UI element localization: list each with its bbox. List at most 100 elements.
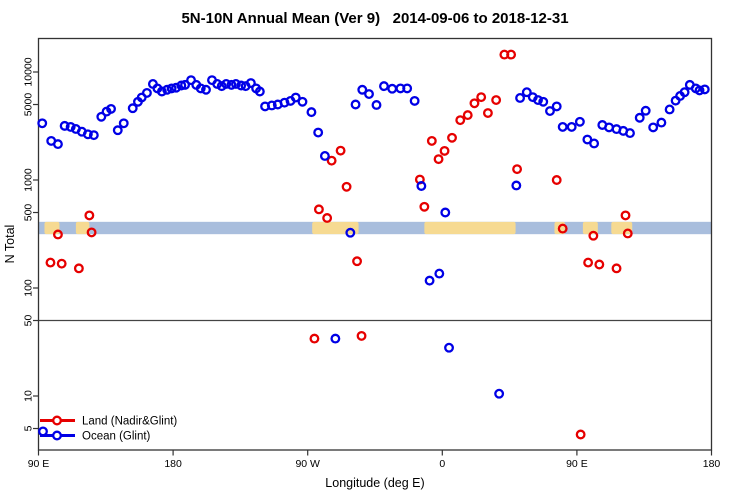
y-tick-label: 5000 [23, 93, 35, 117]
plot-frame [37, 37, 713, 451]
x-tick-label: 180 [164, 458, 182, 470]
ocean-data-point [106, 103, 116, 114]
land-data-point [52, 229, 63, 240]
ocean-data-point [557, 121, 568, 132]
ocean-data-point [515, 93, 526, 103]
land-data-point [491, 95, 502, 105]
ocean-data-point [112, 125, 123, 136]
y-tick-label: 10000 [23, 57, 35, 86]
land-data-point [476, 92, 487, 103]
land-patch [424, 221, 516, 235]
axes: 90 E 180 90 W 0 90 E 180 10000 5000 1000 500 100 50… [23, 57, 721, 470]
land-data-point [56, 258, 67, 269]
ocean-data-point [574, 116, 585, 127]
ocean-data-point [88, 130, 99, 141]
land-data-point [583, 257, 594, 268]
land-data-point [620, 210, 631, 221]
ocean-data-point [59, 120, 70, 131]
ocean-data-point [699, 84, 710, 95]
ocean-data-point [625, 128, 635, 139]
plot-border [37, 37, 713, 451]
ocean-strip [38, 221, 712, 235]
ocean-data-point [52, 139, 63, 150]
ocean-data-point [648, 122, 659, 133]
ocean-data-point [521, 87, 532, 98]
ocean-data-point [551, 101, 562, 112]
legend: Land (Nadir&Glint) Ocean (Glint) [40, 416, 177, 443]
ocean-data-point [545, 106, 555, 116]
land-data-point [482, 108, 493, 118]
ocean-data-point [141, 87, 152, 98]
x-tick-label: 90 W [295, 458, 320, 470]
land-data-point [462, 110, 473, 121]
land-data-point [45, 257, 56, 268]
ocean-data-point [350, 99, 361, 110]
x-axis-label: Longitude (deg E) [325, 476, 424, 490]
land-data-point [447, 132, 457, 143]
land-data-point [575, 429, 586, 440]
land-data-point [622, 228, 633, 239]
land-patch [611, 221, 633, 235]
ocean-data-point [162, 84, 173, 95]
ocean-data-point [357, 84, 368, 95]
land-data-point [455, 115, 466, 126]
land-data-point [419, 201, 430, 212]
ocean-data-point [371, 100, 382, 110]
ocean-data-point [566, 121, 577, 132]
ocean-data-point [656, 117, 667, 128]
land-data-point [588, 230, 599, 241]
land-data-point [512, 164, 523, 175]
legend-marker [52, 415, 62, 426]
ocean-data-point [201, 84, 211, 95]
ocean-data-point [511, 180, 522, 191]
y-tick-label: 5 [23, 425, 35, 431]
land-data-point [341, 181, 352, 192]
ocean-data-point [589, 138, 600, 149]
y-tick-label: 500 [23, 204, 35, 222]
ocean-data-point [694, 85, 705, 96]
land-patch [44, 221, 60, 235]
legend-label: Land (Nadir&Glint) [82, 416, 177, 428]
x-tick-label: 90 E [28, 458, 50, 470]
land-data-point [433, 154, 444, 165]
ocean-data-point [330, 333, 341, 344]
land-data-point [313, 204, 324, 215]
ocean-data-point [297, 96, 308, 107]
ocean-data-point [290, 92, 301, 103]
land-patch [75, 221, 90, 235]
ocean-data-point [640, 105, 651, 116]
ocean-data-point [434, 268, 445, 279]
legend-label: Ocean (Glint) [82, 431, 151, 443]
chart-title: 5N-10N Annual Mean (Ver 9) 2014-09-06 to… [181, 10, 569, 27]
ocean-data-point [221, 79, 232, 89]
ocean-data-point [230, 79, 241, 89]
ocean-data-point [634, 112, 645, 123]
y-axis-label: N Total [3, 225, 17, 264]
land-data-point [356, 330, 367, 341]
land-data-point [86, 227, 97, 238]
ocean-data-point [679, 87, 690, 98]
land-data-point [594, 259, 605, 270]
ocean-data-point [156, 86, 167, 97]
ocean-data-point [364, 89, 374, 99]
ocean-data-point [538, 96, 549, 107]
ocean-data-point [440, 207, 451, 218]
ocean-data-point [37, 118, 48, 129]
ocean-data-point [96, 111, 107, 122]
ocean-data-point [319, 150, 330, 161]
ocean-data-point [118, 118, 129, 129]
ocean-data-point [416, 181, 427, 191]
ocean-data-point [266, 100, 277, 111]
ocean-data-point [306, 107, 317, 118]
ocean-data-point [236, 80, 247, 91]
ocean-data-point [409, 95, 420, 106]
land-data-point [439, 145, 450, 156]
land-data-point [322, 213, 333, 223]
ocean-data-point [226, 79, 237, 90]
legend-marker [52, 430, 62, 441]
x-tick-label: 90 E [566, 458, 588, 470]
y-tick-label: 50 [23, 315, 35, 327]
x-tick-label: 180 [703, 458, 721, 470]
ocean-data-point [494, 388, 505, 399]
